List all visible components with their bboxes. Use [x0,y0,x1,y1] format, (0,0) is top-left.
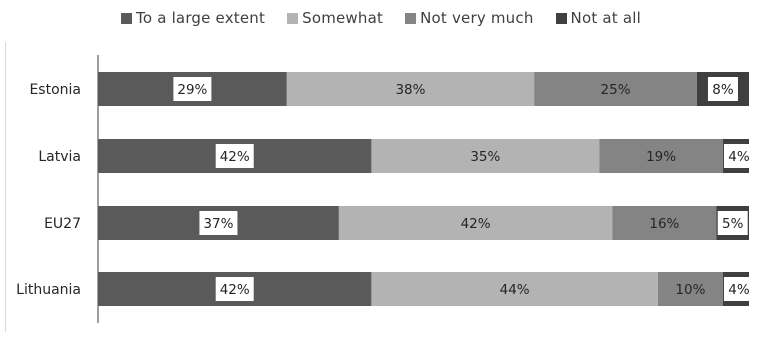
bar-eu27-somewhat [338,206,613,240]
bar-eu27-not-very-much [612,206,717,240]
legend-item-not-at-all: Not at all [555,9,641,27]
value-label-eu27-not-at-all: 5% [722,216,744,232]
legend-swatch-not-very-much [405,12,417,24]
legend-label-large-extent: To a large extent [136,9,266,27]
value-box-latvia-not-at-all [723,144,754,168]
legend-item-not-very-much: Not very much [405,9,533,27]
category-label-estonia: Estonia [29,82,81,98]
value-label-estonia-not-very-much: 25% [601,82,631,98]
value-label-lithuania-somewhat: 44% [500,282,530,298]
value-label-estonia-not-at-all: 8% [712,82,734,98]
value-label-eu27-not-very-much: 16% [649,216,679,232]
bar-estonia-not-very-much [534,72,697,106]
value-label-latvia-not-at-all: 4% [728,149,750,165]
value-box-lithuania-not-at-all [723,277,754,301]
value-label-lithuania-to-a-large-extent: 42% [220,282,250,298]
legend-label-somewhat: Somewhat [302,9,384,27]
value-label-estonia-somewhat: 38% [395,82,425,98]
legend-swatch-large-extent [121,12,133,24]
value-label-latvia-to-a-large-extent: 42% [220,149,250,165]
category-label-eu27: EU27 [44,216,81,232]
value-box-eu27-to-a-large-extent [199,211,238,235]
value-label-latvia-not-very-much: 19% [646,149,676,165]
bar-latvia-not-very-much [599,139,723,173]
value-label-eu27-to-a-large-extent: 37% [203,216,233,232]
value-box-latvia-to-a-large-extent [215,144,254,168]
left-border-line [5,42,6,332]
value-box-eu27-not-at-all [717,211,748,235]
legend-item-large-extent: To a large extent [121,9,265,27]
value-box-estonia-to-a-large-extent [173,77,212,101]
legend-label-not-very-much: Not very much [420,9,534,27]
bar-lithuania-somewhat [371,272,658,306]
value-label-eu27-somewhat: 42% [461,216,491,232]
bar-estonia-somewhat [286,72,535,106]
bar-latvia-somewhat [371,139,600,173]
category-label-latvia: Latvia [38,149,81,165]
bar-lithuania-not-very-much [657,272,723,306]
value-box-lithuania-to-a-large-extent [215,277,254,301]
legend-swatch-not-at-all [555,12,567,24]
legend-label-not-at-all: Not at all [570,9,641,27]
category-label-lithuania: Lithuania [16,282,81,298]
legend: To a large extent Somewhat Not very much… [0,9,762,27]
value-box-estonia-not-at-all [707,77,738,101]
legend-swatch-somewhat [287,12,299,24]
value-label-lithuania-not-very-much: 10% [675,282,705,298]
value-label-lithuania-not-at-all: 4% [728,282,750,298]
legend-item-somewhat: Somewhat [287,9,383,27]
value-label-latvia-somewhat: 35% [470,149,500,165]
value-label-estonia-to-a-large-extent: 29% [177,82,207,98]
